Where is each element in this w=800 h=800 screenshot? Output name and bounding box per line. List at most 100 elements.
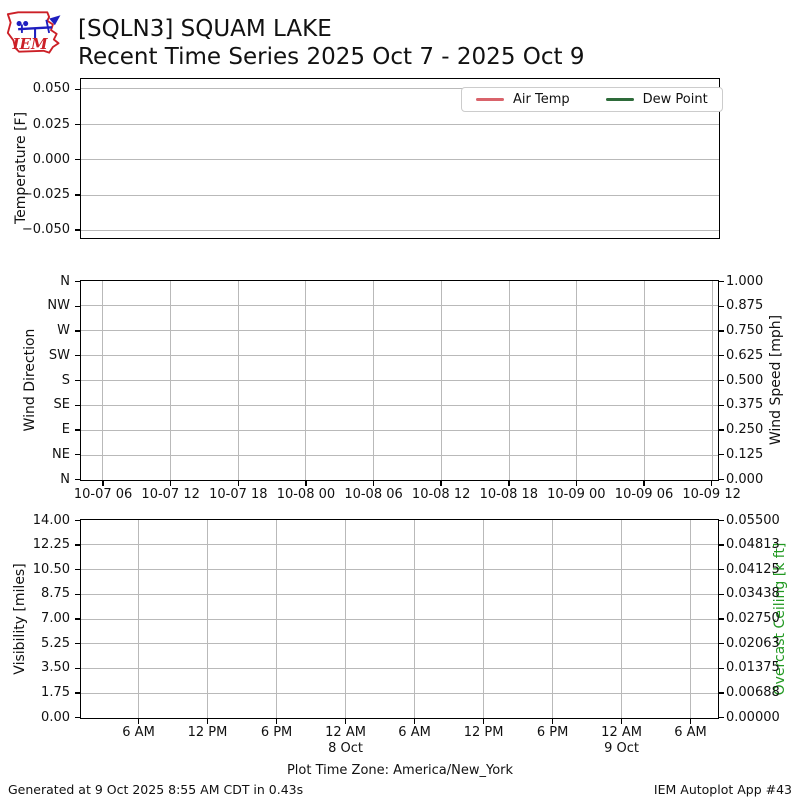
gridline-vertical <box>690 520 692 718</box>
gridline-horizontal <box>81 88 719 90</box>
x-tick-label: 10-08 18 <box>479 487 539 502</box>
gridline-vertical <box>275 520 277 718</box>
gridline-vertical <box>643 281 645 480</box>
gridline-vertical <box>440 281 442 480</box>
y-tick-mark <box>75 404 80 406</box>
gridline-vertical <box>711 281 713 480</box>
y-tick-label-right: 0.750 <box>726 323 764 338</box>
x-tick-label: 10-08 12 <box>411 487 471 502</box>
gridline-horizontal <box>81 305 718 307</box>
y-tick-label: 10.50 <box>32 561 70 577</box>
gridline-horizontal <box>81 643 718 645</box>
x-tick-mark <box>102 481 104 486</box>
x-tick-label: 10-09 00 <box>547 487 606 502</box>
gridline-horizontal <box>81 544 718 546</box>
generated-timestamp: Generated at 9 Oct 2025 8:55 AM CDT in 0… <box>8 782 304 797</box>
y-tick-label: 8.75 <box>41 586 70 602</box>
y-tick-mark-right <box>719 280 724 283</box>
x-tick-label: 12 PM <box>463 725 504 740</box>
gridline-horizontal <box>81 692 718 694</box>
x-tick-label: 6 AM <box>398 725 431 740</box>
y-tick-label: NW <box>47 298 70 314</box>
y-tick-label: NE <box>52 446 70 462</box>
y-tick-mark-right <box>719 355 724 357</box>
x-tick-mark <box>372 481 375 486</box>
y-tick-label-right: 0.000 <box>726 471 764 487</box>
gridline-vertical <box>621 520 623 718</box>
gridline-vertical <box>576 281 578 480</box>
x-tick-label: 10-07 06 <box>73 487 133 502</box>
y-tick-label: 0.00 <box>41 709 70 725</box>
gridline-horizontal <box>81 330 718 332</box>
y-tick-mark <box>75 544 80 546</box>
x-tick-mark <box>305 481 307 486</box>
x-tick-mark <box>643 481 645 486</box>
x-tick-mark <box>482 719 485 724</box>
y-tick-mark <box>75 454 80 456</box>
x-tick-mark <box>275 719 278 724</box>
y-tick-label: 3.50 <box>41 660 70 676</box>
y-tick-label-right: 0.00000 <box>726 709 780 725</box>
y-tick-mark-right <box>719 544 724 546</box>
y-tick-label-right: 0.05500 <box>726 512 780 528</box>
y-tick-mark <box>75 716 80 719</box>
x-tick-day-label: 9 Oct <box>604 741 640 756</box>
gridline-vertical <box>344 520 346 718</box>
y-tick-mark <box>75 593 80 596</box>
y-tick-label-right: 0.00688 <box>726 684 780 700</box>
y-tick-mark <box>75 123 80 126</box>
y-tick-mark <box>75 280 80 283</box>
y-tick-mark-right <box>719 716 724 719</box>
x-tick-label: 12 AM <box>325 725 366 740</box>
gridline-vertical <box>102 281 104 480</box>
y-tick-label-right: 0.02063 <box>726 635 780 651</box>
app-credit: IEM Autoplot App #43 <box>653 782 792 797</box>
x-tick-label: 10-08 06 <box>344 487 403 502</box>
y-tick-mark-right <box>719 667 724 669</box>
y-tick-label-right: 0.03438 <box>726 586 780 602</box>
y-tick-mark <box>75 519 80 522</box>
x-tick-label: 6 AM <box>674 725 707 740</box>
page-subtitle: Recent Time Series 2025 Oct 7 - 2025 Oct… <box>78 44 585 70</box>
dew-point-legend-label: Dew Point <box>642 92 708 107</box>
y-tick-mark <box>75 305 80 307</box>
dew-point-line-swatch <box>605 98 634 101</box>
gridline-horizontal <box>81 618 718 620</box>
y-tick-label: E <box>61 422 70 437</box>
gridline-horizontal <box>81 123 719 125</box>
y-tick-label: N <box>60 273 70 289</box>
y-tick-mark-right <box>719 429 724 431</box>
gridline-vertical <box>169 281 171 480</box>
page-title: [SQLN3] SQUAM LAKE <box>78 16 332 42</box>
x-tick-mark <box>237 481 240 486</box>
gridline-vertical <box>206 520 208 718</box>
y-tick-label-right: 0.625 <box>726 347 764 363</box>
y-tick-label: S <box>61 372 70 388</box>
gridline-vertical <box>305 281 307 480</box>
y-tick-mark-right <box>719 618 724 620</box>
x-tick-mark <box>440 481 442 486</box>
y-tick-label-right: 0.375 <box>726 397 764 413</box>
gridline-vertical <box>137 520 139 718</box>
y-tick-mark-right <box>719 330 724 332</box>
y-tick-label-right: 0.125 <box>726 446 764 462</box>
gridline-vertical <box>552 520 554 718</box>
legend-item-air-temp: Air Temp <box>476 92 570 107</box>
y-tick-mark <box>75 478 80 481</box>
y-tick-label: 12.25 <box>32 537 70 553</box>
y-tick-label: N <box>60 471 70 487</box>
x-tick-label: 10-07 12 <box>141 487 200 502</box>
y-tick-mark <box>75 642 80 645</box>
gridline-horizontal <box>81 404 718 406</box>
gridline-horizontal <box>81 593 718 595</box>
y-tick-label: 0.025 <box>32 116 70 132</box>
y-tick-label-right: 0.500 <box>726 372 764 388</box>
x-tick-mark <box>344 719 347 724</box>
y-tick-label-right: 0.01375 <box>726 660 780 676</box>
x-tick-label: 6 PM <box>260 725 293 740</box>
gridline-vertical <box>483 520 485 718</box>
y-tick-mark <box>75 379 80 382</box>
y-tick-label: SE <box>53 397 70 413</box>
y-tick-label: −0.050 <box>21 222 70 238</box>
y-tick-label-right: 1.000 <box>726 273 764 289</box>
